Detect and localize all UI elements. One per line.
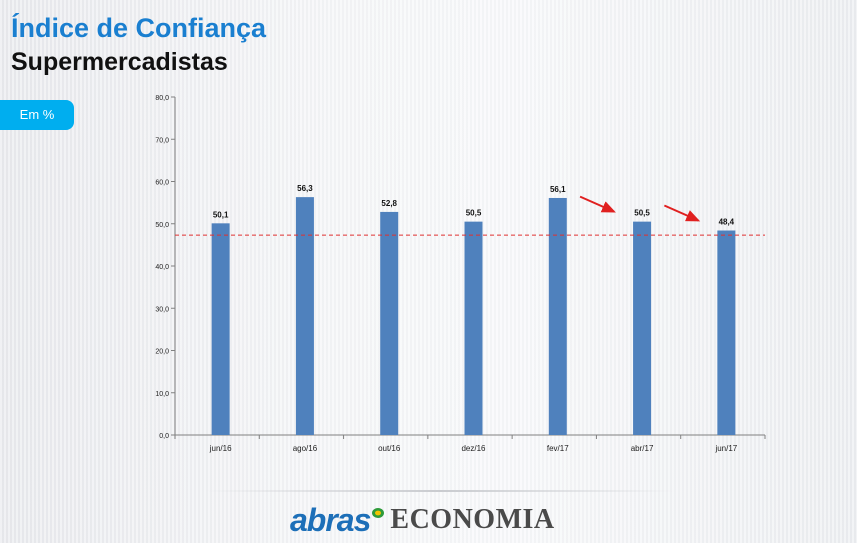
y-tick-label: 20,0 — [155, 349, 169, 356]
x-tick-label: jun/17 — [714, 444, 737, 453]
y-tick-label: 0,0 — [159, 433, 169, 440]
x-tick-label: fev/17 — [547, 444, 569, 453]
y-tick-label: 80,0 — [155, 95, 169, 102]
data-label: 56,3 — [297, 184, 313, 193]
x-tick-label: dez/16 — [461, 444, 486, 453]
abras-economia-logo: abras ECONOMIA — [290, 502, 555, 538]
y-tick-label: 70,0 — [155, 137, 169, 144]
x-tick-label: abr/17 — [631, 444, 654, 453]
data-label: 50,1 — [213, 210, 229, 219]
data-label: 52,8 — [381, 199, 397, 208]
page-title: Índice de Confiança — [11, 13, 267, 43]
bar — [211, 223, 230, 435]
y-tick-label: 40,0 — [155, 264, 169, 271]
data-label: 56,1 — [550, 185, 566, 194]
bar — [548, 197, 567, 435]
x-tick-label: ago/16 — [293, 444, 318, 453]
y-tick-label: 10,0 — [155, 391, 169, 398]
logo-wordmark: ECONOMIA — [390, 504, 555, 535]
data-label: 48,4 — [719, 218, 735, 227]
bar — [464, 221, 483, 435]
brazil-flag-icon — [372, 508, 385, 518]
logo-brand-text: abras — [290, 502, 371, 538]
annotation-arrow — [579, 195, 616, 213]
x-tick-label: jun/16 — [209, 444, 232, 453]
y-tick-label: 50,0 — [155, 222, 169, 229]
y-tick-label: 30,0 — [155, 306, 169, 313]
data-label: 50,5 — [634, 209, 650, 218]
footer-divider — [205, 490, 675, 492]
unit-badge: Em % — [0, 100, 74, 130]
data-label: 50,5 — [466, 209, 482, 218]
y-tick-label: 60,0 — [155, 180, 169, 187]
bar — [633, 221, 652, 435]
annotation-arrow — [663, 204, 701, 222]
bar — [717, 230, 736, 435]
x-tick-label: out/16 — [378, 444, 401, 453]
bar — [380, 211, 399, 435]
page-subtitle: Supermercadistas — [11, 48, 228, 76]
bar — [295, 197, 314, 435]
